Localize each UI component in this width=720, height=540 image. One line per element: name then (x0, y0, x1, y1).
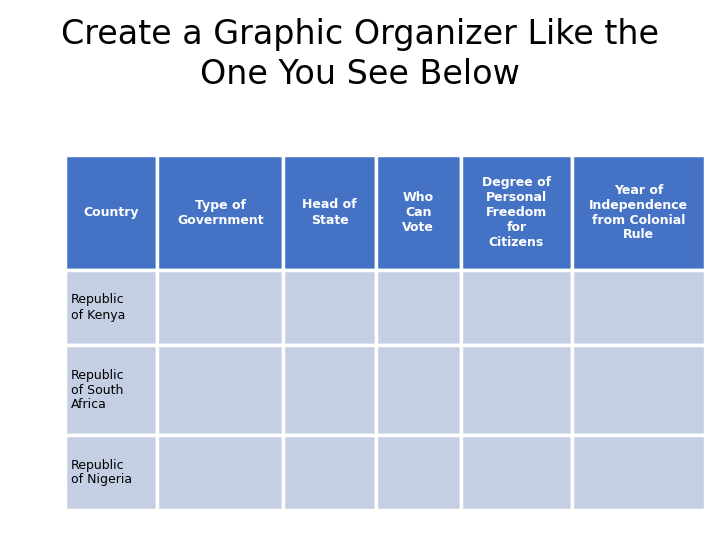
Bar (283, 345, 376, 435)
Text: Republic
of Nigeria: Republic of Nigeria (71, 458, 132, 487)
Text: Degree of
Personal
Freedom
for
Citizens: Degree of Personal Freedom for Citizens (482, 176, 551, 249)
Text: Head of
State: Head of State (302, 199, 357, 226)
Bar (572, 155, 705, 270)
Text: Country: Country (84, 206, 139, 219)
Bar (283, 155, 376, 270)
Bar (158, 270, 283, 345)
Bar (376, 345, 461, 435)
Bar (65, 435, 158, 510)
Bar (461, 270, 572, 345)
Bar (572, 345, 705, 435)
Bar (283, 435, 376, 510)
Bar (461, 435, 572, 510)
Bar (283, 270, 376, 345)
Bar (572, 270, 705, 345)
Bar (65, 155, 158, 270)
Bar (376, 155, 461, 270)
Bar (158, 155, 283, 270)
Text: Type of
Government: Type of Government (177, 199, 264, 226)
Bar (572, 435, 705, 510)
Text: Republic
of South
Africa: Republic of South Africa (71, 368, 125, 411)
Text: Create a Graphic Organizer Like the
One You See Below: Create a Graphic Organizer Like the One … (61, 18, 659, 91)
Bar (158, 435, 283, 510)
Bar (376, 270, 461, 345)
Text: Republic
of Kenya: Republic of Kenya (71, 294, 125, 321)
Text: Who
Can
Vote: Who Can Vote (402, 191, 434, 234)
Text: Year of
Independence
from Colonial
Rule: Year of Independence from Colonial Rule (589, 184, 688, 241)
Bar (65, 270, 158, 345)
Bar (461, 155, 572, 270)
Bar (376, 435, 461, 510)
Bar (158, 345, 283, 435)
Bar (461, 345, 572, 435)
Bar (65, 345, 158, 435)
